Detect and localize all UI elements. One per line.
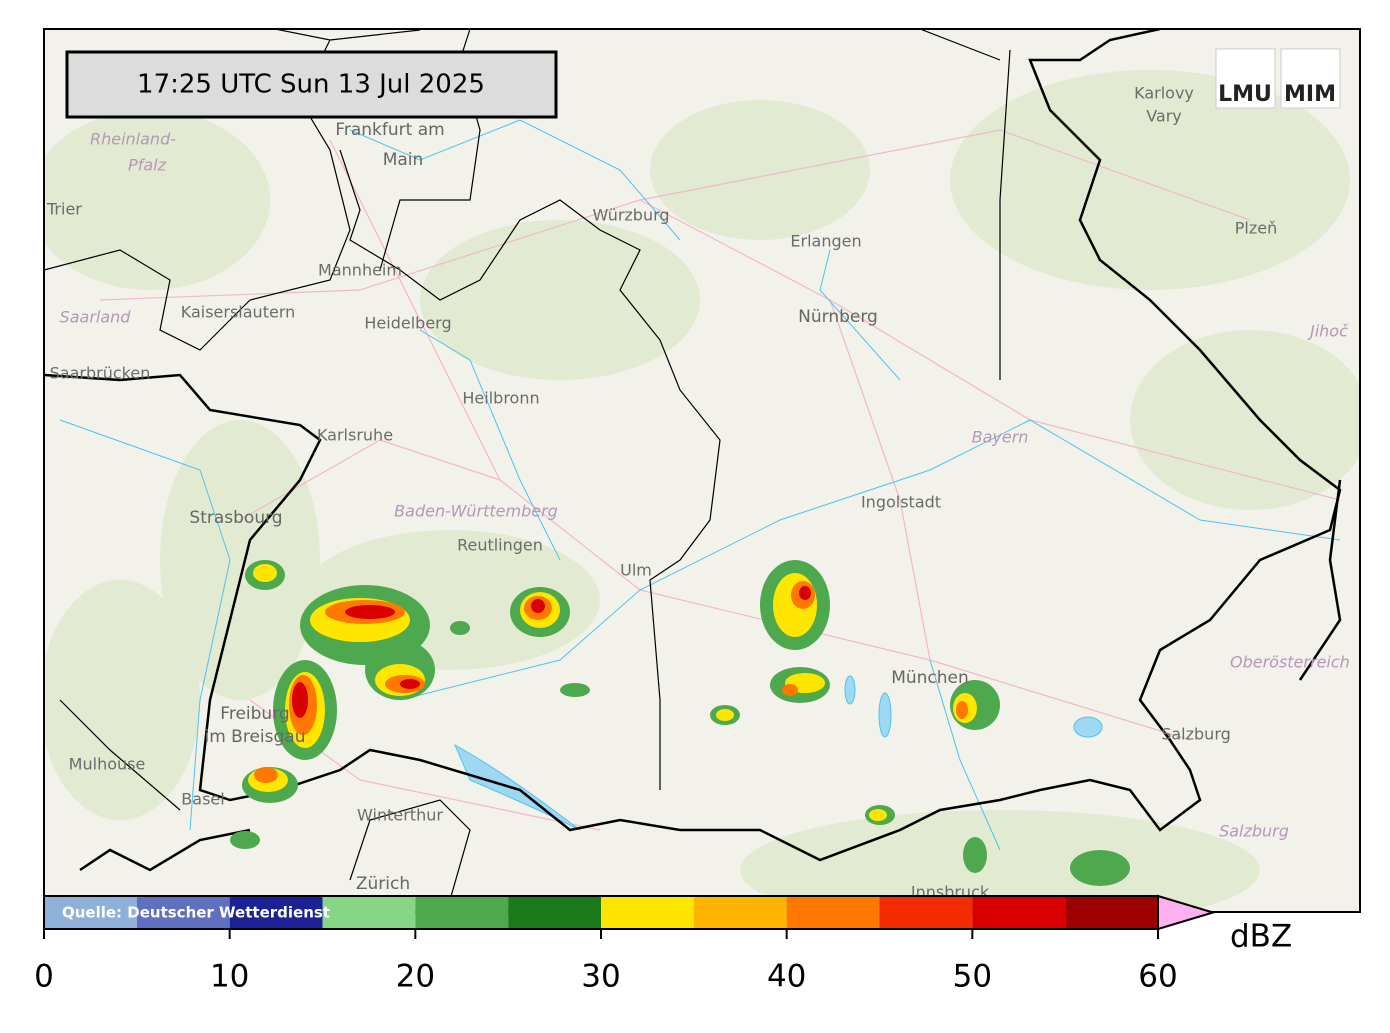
colorbar-segment bbox=[786, 896, 880, 929]
place-label: Freiburg bbox=[220, 704, 289, 724]
region-label: Saarland bbox=[60, 308, 132, 327]
place-label: Karlovy bbox=[1134, 84, 1194, 103]
colorbar-tick-label: 0 bbox=[34, 959, 54, 995]
lake bbox=[878, 692, 892, 738]
place-label: Würzburg bbox=[592, 206, 669, 225]
timestamp: 17:25 UTC Sun 13 Jul 2025 bbox=[137, 70, 485, 100]
place-label: Erlangen bbox=[790, 232, 861, 251]
colorbar-segment bbox=[44, 896, 137, 929]
place-label: Salzburg bbox=[1161, 725, 1231, 744]
place-label: Zürich bbox=[356, 874, 410, 894]
colorbar-segment bbox=[322, 896, 416, 929]
place-label: München bbox=[891, 668, 969, 688]
place-label: Main bbox=[383, 150, 424, 170]
region-label: Salzburg bbox=[1219, 822, 1289, 841]
place-label: Basel bbox=[181, 790, 224, 809]
logo bbox=[1280, 48, 1341, 109]
colorbar: 0 10 20 30 40 50 60 bbox=[34, 894, 1217, 995]
colorbar-tick-label: 50 bbox=[953, 959, 992, 995]
country-borders bbox=[44, 29, 1342, 872]
lake bbox=[844, 675, 856, 705]
colorbar-tick-label: 10 bbox=[210, 959, 249, 995]
place-label: Ingolstadt bbox=[861, 493, 941, 512]
place-label: Reutlingen bbox=[457, 536, 543, 555]
place-label: Strasbourg bbox=[189, 508, 282, 528]
place-label: Kaiserslautern bbox=[181, 303, 296, 322]
place-label: Trier bbox=[46, 200, 82, 219]
place-label: Karlsruhe bbox=[317, 426, 393, 445]
rivers bbox=[59, 119, 1341, 851]
colorbar-unit: dBZ bbox=[1230, 919, 1292, 955]
colorbar-segment bbox=[1065, 896, 1158, 929]
colorbar-tick-label: 40 bbox=[767, 959, 806, 995]
colorbar-segment bbox=[972, 896, 1066, 929]
place-label: Nürnberg bbox=[798, 307, 878, 327]
place-label: Plzeň bbox=[1235, 219, 1277, 238]
colorbar-segment bbox=[879, 896, 973, 929]
place-label: Heilbronn bbox=[462, 389, 539, 408]
place-labels: Frankfurt am Main Rheinland- Pfalz Trier… bbox=[46, 84, 1350, 902]
colorbar-segment bbox=[415, 896, 509, 929]
logo-text: LMU bbox=[1218, 82, 1272, 107]
colorbar-segment bbox=[601, 896, 694, 929]
region-label: Oberösterreich bbox=[1230, 653, 1350, 672]
logo-text: MIM bbox=[1284, 82, 1336, 107]
place-label: Heidelberg bbox=[364, 314, 451, 333]
region-label: Pfalz bbox=[128, 156, 167, 175]
logo bbox=[1215, 48, 1276, 109]
region-label: Jihoč bbox=[1307, 322, 1349, 341]
colorbar-tick-label: 30 bbox=[581, 959, 620, 995]
place-label: Winterthur bbox=[357, 806, 443, 825]
region-label: Baden-Württemberg bbox=[394, 502, 558, 521]
place-label: Ulm bbox=[620, 561, 652, 580]
timestamp-box bbox=[65, 50, 558, 119]
colorbar-segment bbox=[136, 896, 230, 929]
colorbar-segment bbox=[693, 896, 787, 929]
map: Frankfurt am Main Rheinland- Pfalz Trier… bbox=[44, 29, 1360, 912]
source-text: Quelle: Deutscher Wetterdienst bbox=[62, 904, 330, 922]
region-label: Rheinland- bbox=[90, 130, 176, 149]
region-label: Bayern bbox=[972, 428, 1029, 447]
lake bbox=[1073, 716, 1103, 738]
place-label: Frankfurt am bbox=[335, 120, 444, 140]
colorbar-tick-label: 60 bbox=[1138, 959, 1177, 995]
place-label: im Breisgau bbox=[205, 727, 306, 747]
place-label: Saarbrücken bbox=[50, 364, 151, 383]
colorbar-segment bbox=[508, 896, 601, 929]
place-label: Vary bbox=[1146, 107, 1182, 126]
colorbar-segment bbox=[229, 896, 323, 929]
place-label: Mannheim bbox=[318, 261, 402, 280]
lake bbox=[453, 743, 581, 831]
place-label: Mulhouse bbox=[69, 755, 146, 774]
colorbar-tick-label: 20 bbox=[396, 959, 435, 995]
radar-echoes bbox=[230, 560, 1130, 886]
